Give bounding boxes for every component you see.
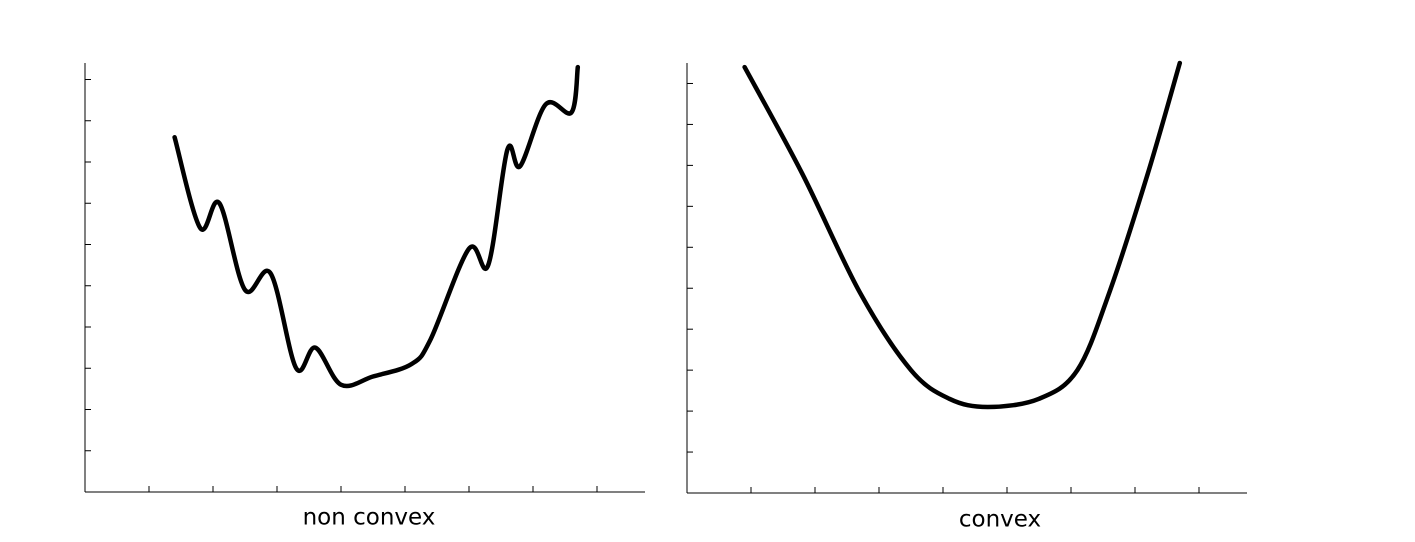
chart-panel: non convex bbox=[84, 63, 645, 531]
chart-title: convex bbox=[959, 507, 1041, 533]
chart-panel: convex bbox=[686, 60, 1247, 533]
chart-title: non convex bbox=[303, 505, 436, 531]
curve bbox=[742, 60, 1183, 410]
curve bbox=[172, 64, 581, 389]
